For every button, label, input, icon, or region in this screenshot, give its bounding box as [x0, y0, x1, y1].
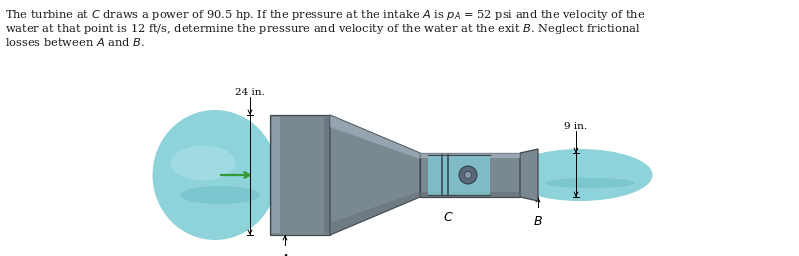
Ellipse shape [180, 186, 260, 204]
Polygon shape [330, 115, 420, 235]
FancyBboxPatch shape [420, 153, 520, 158]
FancyBboxPatch shape [420, 192, 520, 197]
FancyBboxPatch shape [420, 153, 520, 197]
Text: water at that point is 12 ft/s, determine the pressure and velocity of the water: water at that point is 12 ft/s, determin… [5, 22, 641, 36]
Polygon shape [330, 191, 420, 235]
FancyBboxPatch shape [270, 115, 330, 235]
Ellipse shape [170, 145, 236, 180]
Text: 9 in.: 9 in. [564, 122, 587, 131]
Polygon shape [520, 149, 538, 201]
Text: $C$: $C$ [443, 211, 453, 224]
FancyBboxPatch shape [324, 117, 329, 233]
Text: losses between $A$ and $B$.: losses between $A$ and $B$. [5, 36, 145, 48]
Ellipse shape [507, 149, 653, 201]
Ellipse shape [545, 178, 635, 188]
Ellipse shape [153, 110, 277, 240]
Text: 24 in.: 24 in. [235, 88, 265, 97]
Polygon shape [330, 115, 420, 159]
Text: $B$: $B$ [533, 215, 543, 228]
Text: The turbine at $C$ draws a power of 90.5 hp. If the pressure at the intake $A$ i: The turbine at $C$ draws a power of 90.5… [5, 8, 646, 22]
FancyBboxPatch shape [428, 155, 490, 195]
FancyBboxPatch shape [272, 117, 280, 233]
Circle shape [459, 166, 477, 184]
Text: $A$: $A$ [280, 253, 290, 256]
Circle shape [464, 172, 471, 178]
